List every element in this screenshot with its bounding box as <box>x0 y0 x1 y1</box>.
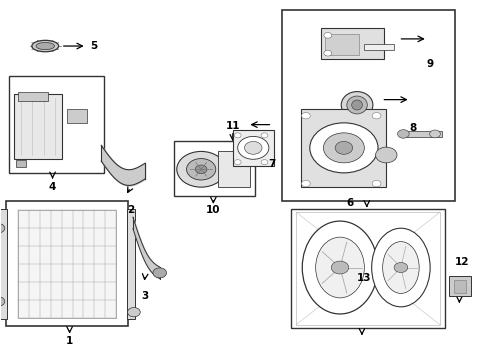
Ellipse shape <box>430 130 441 138</box>
Text: 9: 9 <box>427 59 434 69</box>
Bar <box>325 33 360 55</box>
Circle shape <box>234 159 241 165</box>
Circle shape <box>324 32 332 38</box>
Circle shape <box>372 112 381 119</box>
Bar <box>19 93 48 102</box>
Bar <box>174 141 255 196</box>
Ellipse shape <box>372 228 430 307</box>
Text: 4: 4 <box>49 182 56 192</box>
Circle shape <box>0 297 5 306</box>
Bar <box>9 76 104 173</box>
Bar <box>320 28 384 59</box>
Circle shape <box>153 268 167 278</box>
Circle shape <box>0 224 5 233</box>
Bar <box>401 131 442 137</box>
Text: 10: 10 <box>206 205 220 215</box>
Text: 3: 3 <box>142 291 149 301</box>
Circle shape <box>394 262 408 273</box>
Circle shape <box>310 123 378 173</box>
Text: 13: 13 <box>357 273 371 283</box>
Circle shape <box>187 158 216 180</box>
Text: 12: 12 <box>455 257 469 267</box>
Bar <box>14 94 62 158</box>
Circle shape <box>301 112 310 119</box>
Bar <box>296 212 440 325</box>
Circle shape <box>324 50 332 56</box>
Circle shape <box>375 147 397 163</box>
Bar <box>0 208 7 319</box>
Circle shape <box>331 261 349 274</box>
Bar <box>67 109 87 123</box>
Circle shape <box>196 165 207 174</box>
Ellipse shape <box>316 237 365 298</box>
Bar <box>16 160 26 167</box>
Bar <box>301 109 386 187</box>
Circle shape <box>234 133 241 138</box>
Bar <box>19 210 116 318</box>
Circle shape <box>335 141 353 154</box>
Circle shape <box>261 133 268 138</box>
Circle shape <box>323 133 365 163</box>
Bar <box>449 276 470 296</box>
Text: 11: 11 <box>225 121 240 131</box>
Circle shape <box>245 141 262 154</box>
Ellipse shape <box>341 91 373 118</box>
Circle shape <box>301 180 310 187</box>
Text: 5: 5 <box>90 41 98 51</box>
Circle shape <box>372 180 381 187</box>
Text: 7: 7 <box>268 159 275 169</box>
Circle shape <box>238 136 269 159</box>
Bar <box>291 208 445 328</box>
Ellipse shape <box>32 40 59 52</box>
Circle shape <box>177 152 225 187</box>
Circle shape <box>261 159 268 165</box>
Text: 6: 6 <box>346 198 353 208</box>
Ellipse shape <box>347 96 368 114</box>
Ellipse shape <box>383 242 419 293</box>
Text: 2: 2 <box>127 205 134 215</box>
Bar <box>365 44 393 50</box>
Bar <box>233 130 274 166</box>
Ellipse shape <box>36 42 54 50</box>
Bar <box>6 202 128 327</box>
Bar <box>126 208 135 319</box>
Circle shape <box>397 130 409 138</box>
Bar <box>454 280 465 293</box>
Ellipse shape <box>352 100 363 110</box>
Bar <box>218 152 250 187</box>
Bar <box>282 10 455 202</box>
Text: 1: 1 <box>66 337 73 346</box>
Ellipse shape <box>302 221 378 314</box>
Text: 8: 8 <box>410 123 416 133</box>
Circle shape <box>127 307 140 317</box>
